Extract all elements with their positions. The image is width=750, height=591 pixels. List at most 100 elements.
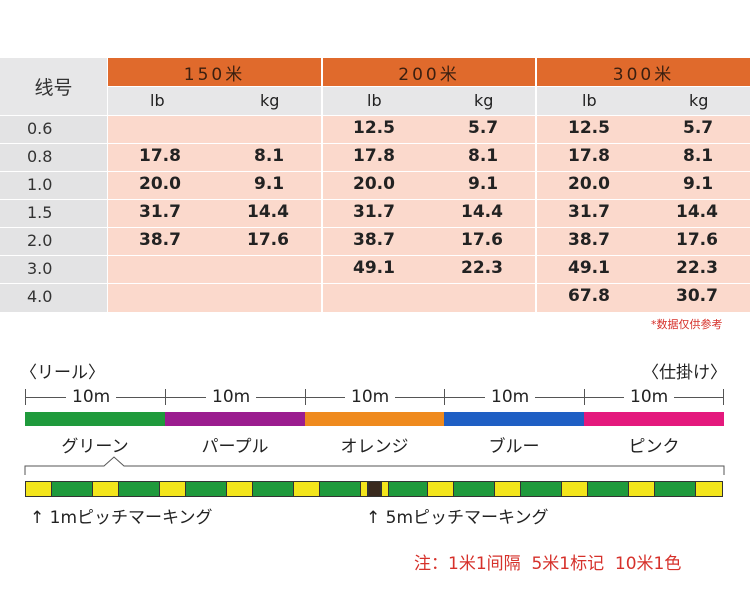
unit-label: kg: [474, 91, 494, 110]
zoom-bracket: [24, 456, 725, 475]
marking-1m: [695, 481, 723, 497]
row-divider: [0, 143, 750, 144]
cell-value: 17.8: [568, 146, 610, 166]
unit-label: lb: [582, 91, 597, 110]
cell-value: 5.7: [468, 118, 499, 138]
cell-value: 17.6: [461, 230, 503, 250]
size-label: 3.0: [27, 259, 53, 278]
marking-1m: [494, 481, 521, 497]
dimension-tick: [165, 389, 166, 405]
size-column: [0, 116, 107, 312]
table-footnote: *数据仅供参考: [651, 318, 723, 331]
size-label: 1.5: [27, 203, 53, 222]
size-label: 4.0: [27, 287, 53, 306]
cell-value: 31.7: [568, 202, 610, 222]
segment-length: 10m: [66, 387, 117, 407]
cell-value: 49.1: [353, 258, 395, 278]
bottom-note: 注：1米1间隔 5米1标记 10米1色: [414, 554, 682, 574]
cell-value: 8.1: [683, 146, 714, 166]
group-label: 300米: [612, 64, 675, 85]
cell-value: 49.1: [568, 258, 610, 278]
cell-value: 9.1: [254, 174, 285, 194]
group-label: 200米: [398, 64, 460, 85]
segment-orange: [305, 412, 444, 426]
dimension-tick: [25, 389, 26, 405]
cell-value: 17.8: [353, 146, 395, 166]
size-label: 2.0: [27, 231, 53, 250]
cell-value: 8.1: [254, 146, 285, 166]
cell-value: 20.0: [139, 174, 181, 194]
cell-value: 9.1: [468, 174, 499, 194]
cell-value: 20.0: [568, 174, 610, 194]
cell-value: 17.6: [676, 230, 718, 250]
cell-value: 14.4: [676, 202, 718, 222]
reel-label: 〈リール〉: [20, 363, 105, 383]
segment-purple: [165, 412, 305, 426]
size-label: 0.6: [27, 119, 53, 138]
marking-1m: [293, 481, 320, 497]
row-divider: [0, 199, 750, 200]
cell-value: 17.8: [139, 146, 181, 166]
cell-value: 8.1: [468, 146, 499, 166]
row-divider: [0, 171, 750, 172]
cell-value: 17.6: [247, 230, 289, 250]
segment-name: グリーン: [61, 437, 129, 457]
cell-value: 38.7: [139, 230, 181, 250]
marking-1m: [561, 481, 588, 497]
cell-value: 38.7: [568, 230, 610, 250]
marking-1m: [381, 481, 389, 497]
unit-header-row: [323, 87, 535, 115]
marking-1m: [226, 481, 253, 497]
row-divider: [0, 255, 750, 256]
unit-label: lb: [150, 91, 165, 110]
dimension-tick: [305, 389, 306, 405]
body-300m: [537, 116, 750, 312]
segment-length: 10m: [485, 387, 536, 407]
segment-name: ピンク: [628, 437, 680, 457]
row-divider: [0, 227, 750, 228]
cell-value: 38.7: [353, 230, 395, 250]
line-number-header: 线号: [0, 58, 107, 115]
marking-1m-label: ↑ 1mピッチマーキング: [30, 508, 213, 528]
dimension-tick: [444, 389, 445, 405]
segment-name: パープル: [201, 437, 269, 457]
group-header-200m: 200米: [323, 58, 535, 86]
segment-name: ブルー: [488, 437, 540, 457]
group-label: 150米: [183, 64, 246, 85]
marking-1m: [92, 481, 119, 497]
group-header-300m: 300米: [537, 58, 750, 86]
segment-pink: [584, 412, 724, 426]
cell-value: 20.0: [353, 174, 395, 194]
marking-1m: [159, 481, 186, 497]
segment-length: 10m: [624, 387, 675, 407]
cell-value: 31.7: [353, 202, 395, 222]
unit-header-lb: [108, 87, 321, 115]
cell-value: 22.3: [461, 258, 503, 278]
cell-value: 14.4: [247, 202, 289, 222]
size-label: 1.0: [27, 175, 53, 194]
marking-1m: [628, 481, 655, 497]
cell-value: 67.8: [568, 286, 610, 306]
unit-label: kg: [260, 91, 280, 110]
cell-value: 30.7: [676, 286, 718, 306]
dimension-tick: [723, 389, 724, 405]
marking-1m: [360, 481, 368, 497]
unit-label: lb: [367, 91, 382, 110]
cell-value: 31.7: [139, 202, 181, 222]
cell-value: 12.5: [353, 118, 395, 138]
unit-label: kg: [689, 91, 709, 110]
cell-value: 12.5: [568, 118, 610, 138]
marking-1m: [427, 481, 454, 497]
marking-1m: [25, 481, 52, 497]
cell-value: 9.1: [683, 174, 714, 194]
cell-value: 5.7: [683, 118, 714, 138]
line-number-label: 线号: [34, 77, 73, 99]
marking-5m: [368, 481, 381, 497]
marking-5m-label: ↑ 5mピッチマーキング: [366, 508, 549, 528]
body-200m: [323, 116, 535, 312]
dimension-tick: [584, 389, 585, 405]
segment-length: 10m: [345, 387, 396, 407]
segment-green: [25, 412, 165, 426]
group-header-150m: 150米: [108, 58, 321, 86]
unit-header-row: [537, 87, 750, 115]
